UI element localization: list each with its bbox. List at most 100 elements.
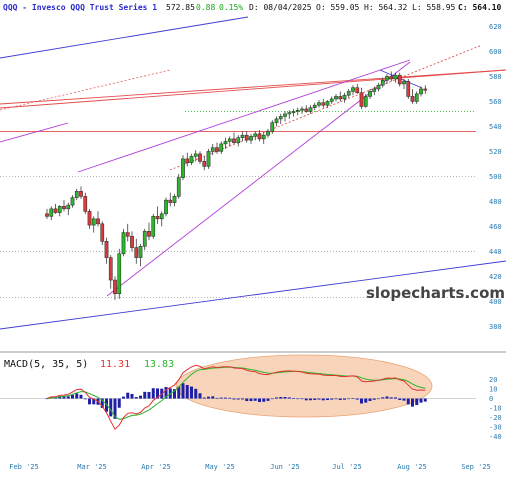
macd-tick-0: 0 [489, 395, 493, 403]
histogram-bar-58 [292, 398, 295, 399]
signal-line [46, 366, 426, 420]
candle-body-65 [321, 102, 326, 106]
histogram-bar-62 [309, 398, 312, 401]
candle-body-6 [70, 197, 75, 206]
candle-body-46 [240, 134, 245, 138]
histogram-bar-78 [377, 398, 380, 400]
histogram-bar-48 [249, 398, 253, 402]
time-tick-5: Jul '25 [332, 463, 362, 471]
channel-lower-line [106, 61, 411, 297]
candle-body-89 [423, 88, 428, 91]
candle-body-83 [397, 74, 402, 85]
price-tick-560: 560 [489, 98, 502, 106]
candle-body-67 [329, 98, 334, 102]
candle-body-11 [91, 218, 96, 226]
candle-body-14 [104, 241, 109, 258]
histogram-bar-16 [113, 398, 117, 419]
histogram-bar-28 [164, 386, 168, 399]
time-axis: Feb '25 Mar '25 Apr '25 May '25 Jun '25 Jul '… [9, 463, 491, 471]
candle-body-86 [410, 96, 415, 102]
highlight-ellipse [175, 354, 433, 418]
candle-body-19 [125, 232, 130, 237]
price-tick-420: 420 [489, 273, 502, 281]
candle-body-12 [96, 218, 100, 225]
left-purple-line [0, 122, 69, 143]
macd-tick--30: -30 [489, 423, 502, 431]
histogram-bar-30 [173, 389, 176, 399]
candle-body-41 [219, 143, 224, 152]
macd-tick--20: -20 [489, 414, 502, 422]
histogram-bar-26 [156, 388, 159, 399]
candle-body-70 [342, 94, 347, 100]
histogram-bar-69 [338, 398, 342, 400]
candle-body-18 [121, 232, 126, 255]
histogram-bar-13 [100, 398, 104, 409]
histogram-bar-8 [79, 394, 83, 399]
macd-tick--40: -40 [489, 433, 502, 441]
price-change: 0.88 [196, 3, 215, 12]
candle-body-1 [49, 208, 54, 217]
candle-body-79 [380, 79, 385, 86]
histogram-bar-35 [194, 388, 198, 399]
bar-date: D: 08/04/2025 [249, 3, 312, 12]
macd-tick--10: -10 [489, 405, 502, 413]
price-tick-540: 540 [489, 123, 502, 131]
candle-body-22 [138, 246, 143, 258]
histogram-bar-6 [71, 394, 74, 399]
histogram-bar-18 [122, 396, 125, 399]
candle-body-55 [278, 116, 283, 120]
candle-body-38 [206, 151, 211, 167]
candle-body-24 [147, 231, 151, 237]
histogram-bar-15 [109, 398, 113, 417]
candle-body-29 [168, 199, 173, 203]
histogram-bar-51 [262, 398, 266, 402]
histogram-bar-80 [385, 396, 389, 399]
candle-body-43 [227, 138, 232, 142]
candle-body-28 [164, 199, 168, 215]
candle-body-3 [57, 206, 62, 213]
macd-legend: MACD(5, 35, 5) 11.31 13.83 [4, 359, 174, 370]
lower-support-trendline [0, 260, 506, 330]
candle-body-7 [74, 191, 79, 198]
histogram-bar-20 [130, 393, 134, 399]
histogram-bar-9 [83, 398, 87, 400]
histogram-bar-37 [202, 397, 206, 399]
histogram-bar-89 [423, 398, 427, 402]
histogram-bar-21 [134, 397, 138, 399]
price-tick-520: 520 [489, 148, 502, 156]
candle-body-80 [385, 76, 389, 81]
histogram-bar-45 [236, 398, 240, 400]
candle-body-33 [185, 158, 190, 163]
candle-body-8 [79, 191, 83, 197]
histogram-bar-5 [66, 396, 70, 399]
histogram-bar-42 [224, 397, 227, 399]
channel-upper-line [77, 59, 411, 173]
candle-body-42 [223, 141, 228, 145]
macd-value: 11.31 [100, 359, 130, 370]
time-tick-1: Mar '25 [77, 463, 107, 471]
histogram-bar-31 [177, 386, 181, 399]
candle-body-23 [142, 231, 147, 247]
histogram-bar-81 [389, 397, 393, 399]
red-resistance-line-2 [0, 69, 506, 105]
histogram-bar-57 [287, 397, 291, 399]
histogram-bar-70 [343, 398, 346, 400]
histogram-bar-19 [126, 392, 130, 399]
histogram-bar-39 [211, 396, 215, 399]
close-price: C: 564.10 [458, 3, 502, 12]
time-tick-4: Jun '25 [270, 463, 300, 471]
histogram-bar-49 [253, 398, 257, 401]
candle-body-45 [236, 137, 241, 143]
price-tick-380: 380 [489, 323, 502, 331]
candle-body-30 [172, 196, 177, 203]
candle-body-78 [376, 84, 381, 90]
candle-body-10 [87, 211, 92, 226]
last-price: 572.85 [166, 3, 195, 12]
histogram-bar-88 [419, 398, 423, 403]
histogram-bar-75 [364, 398, 368, 403]
histogram-bar-68 [334, 398, 338, 400]
histogram-bar-59 [296, 398, 300, 400]
histogram-bar-50 [258, 398, 261, 403]
candle-body-75 [363, 96, 368, 107]
